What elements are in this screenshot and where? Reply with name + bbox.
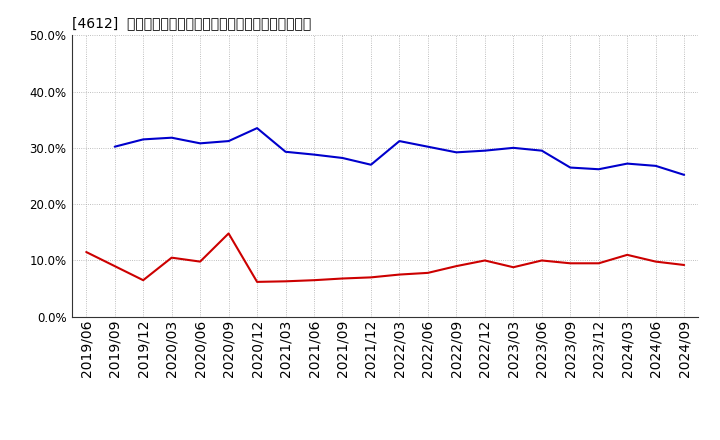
Text: [4612]  現須金、有利子負債の総資産に対する比率の推移: [4612] 現須金、有利子負債の総資産に対する比率の推移 [72,16,311,30]
Legend: 現須金, 有利子負債: 現須金, 有利子負債 [306,434,464,440]
